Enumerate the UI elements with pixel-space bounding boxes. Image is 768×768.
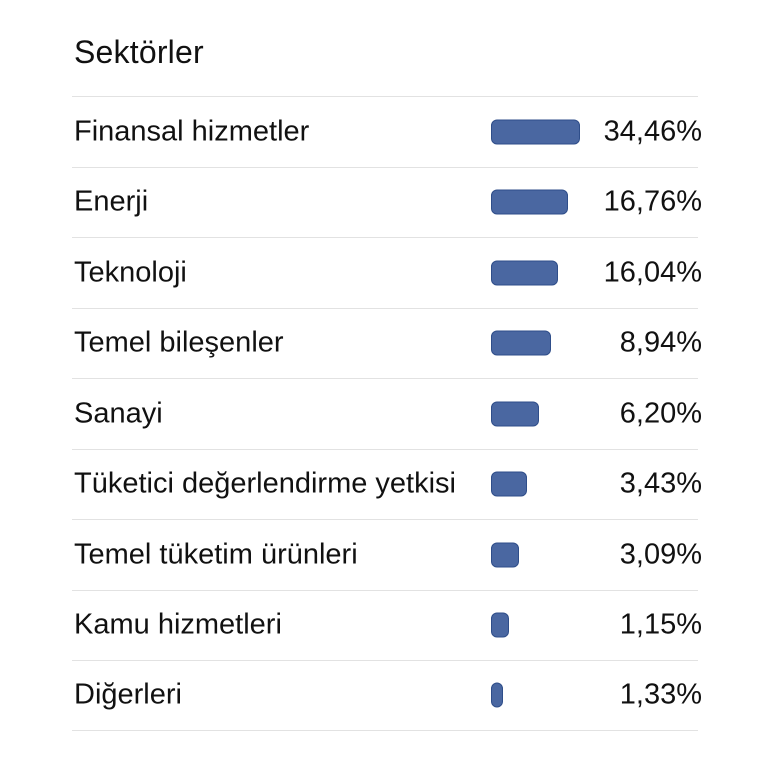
sector-label: Sanayi	[74, 397, 163, 430]
sector-value: 1,33%	[619, 678, 702, 711]
sector-bar	[491, 330, 551, 356]
sector-value: 16,04%	[603, 256, 702, 289]
sector-value: 3,43%	[619, 467, 702, 500]
sector-value: 1,15%	[619, 608, 702, 641]
sector-row: Enerji 16,76%	[72, 166, 702, 238]
sector-bar	[491, 471, 527, 497]
sector-label: Diğerleri	[74, 678, 182, 711]
sector-row: Teknoloji 16,04%	[72, 237, 702, 308]
sector-value: 3,09%	[619, 538, 702, 571]
sector-label: Temel bileşenler	[74, 326, 284, 359]
sector-bar	[491, 119, 580, 145]
sector-row: Diğerleri 1,33%	[72, 660, 702, 731]
sector-label: Temel tüketim ürünleri	[74, 538, 358, 571]
sector-bar	[491, 612, 509, 638]
page-title: Sektörler	[74, 34, 204, 70]
sector-value: 34,46%	[603, 115, 702, 148]
sector-label: Enerji	[74, 185, 149, 218]
sector-value: 8,94%	[619, 326, 702, 359]
sector-row: Sanayi 6,20%	[72, 378, 702, 449]
sector-row: Kamu hizmetleri 1,15%	[72, 589, 702, 661]
sector-row: Finansal hizmetler 34,46%	[72, 96, 702, 167]
sector-label: Teknoloji	[74, 256, 187, 289]
sector-label: Kamu hizmetleri	[74, 608, 282, 641]
sector-row: Temel tüketim ürünleri 3,09%	[72, 519, 702, 590]
sector-row: Tüketici değerlendirme yetkisi 3,43%	[72, 448, 702, 520]
sector-bar	[491, 542, 519, 568]
sector-list: Finansal hizmetler 34,46% Enerji 16,76% …	[72, 96, 702, 731]
sector-label: Finansal hizmetler	[74, 115, 310, 148]
sector-bar	[491, 260, 558, 286]
sector-bar	[491, 189, 568, 215]
sector-bar	[491, 401, 539, 427]
sector-bar	[491, 682, 503, 708]
sector-label: Tüketici değerlendirme yetkisi	[74, 467, 456, 500]
sector-value: 16,76%	[603, 185, 702, 218]
sector-row: Temel bileşenler 8,94%	[72, 307, 702, 379]
sector-value: 6,20%	[619, 397, 702, 430]
